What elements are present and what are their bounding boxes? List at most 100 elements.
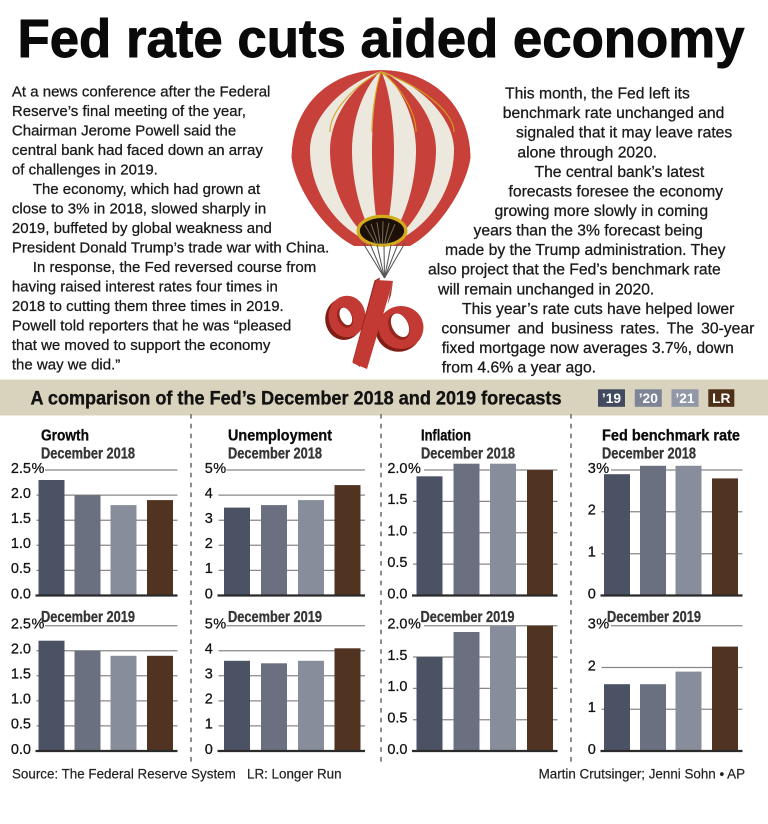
svg-text:5: 5 — [205, 617, 213, 633]
svg-text:1: 1 — [588, 700, 596, 716]
svg-text:2: 2 — [205, 692, 213, 708]
svg-text:0.0: 0.0 — [11, 742, 31, 758]
svg-text:0.0: 0.0 — [11, 586, 31, 602]
svg-text:growing more slowly in coming: growing more slowly in coming — [495, 203, 709, 220]
svg-text:December 2018: December 2018 — [421, 445, 515, 462]
svg-text:The central bank’s latest: The central bank’s latest — [535, 164, 705, 181]
svg-text:1.0: 1.0 — [387, 679, 407, 695]
svg-text:0.5: 0.5 — [387, 710, 407, 726]
svg-text:%: % — [408, 617, 421, 633]
svg-text:1.0: 1.0 — [387, 524, 407, 540]
svg-text:0.5: 0.5 — [11, 561, 31, 577]
svg-text:also project that the Fed’s be: also project that the Fed’s benchmark ra… — [428, 262, 721, 279]
svg-text:Growth: Growth — [41, 427, 89, 444]
svg-text:2.0: 2.0 — [11, 486, 31, 502]
svg-text:Unemployment: Unemployment — [228, 427, 333, 444]
svg-text:%: % — [32, 617, 45, 633]
svg-text:of challenges in 2019.: of challenges in 2019. — [12, 162, 158, 179]
svg-text:December 2019: December 2019 — [228, 609, 322, 626]
svg-text:the way we did.”: the way we did.” — [12, 357, 120, 374]
svg-text:LR: Longer Run: LR: Longer Run — [247, 767, 342, 782]
svg-text:Martin Crutsinger; Jenni Sohn: Martin Crutsinger; Jenni Sohn • AP — [539, 767, 745, 782]
svg-text:3: 3 — [588, 461, 596, 477]
svg-text:forecasts foresee the economy: forecasts foresee the economy — [509, 183, 724, 200]
svg-text:Fed benchmark rate: Fed benchmark rate — [602, 427, 740, 444]
svg-text:1.0: 1.0 — [11, 536, 31, 552]
svg-text:2.5: 2.5 — [11, 461, 31, 477]
svg-text:2.5: 2.5 — [11, 617, 31, 633]
svg-text:December 2018: December 2018 — [602, 445, 696, 462]
svg-text:%: % — [408, 461, 421, 477]
svg-text:4: 4 — [205, 486, 213, 502]
svg-text:This year’s rate cuts have hel: This year’s rate cuts have helped lower — [462, 301, 734, 318]
svg-text:0: 0 — [205, 586, 213, 602]
svg-text:LR: LR — [712, 391, 730, 406]
svg-text:from 4.6% a year ago.: from 4.6% a year ago. — [442, 360, 596, 377]
svg-text:4: 4 — [205, 642, 213, 658]
svg-text:having raised interest rates f: having raised interest rates four times … — [12, 279, 278, 296]
svg-text:3: 3 — [205, 511, 213, 527]
svg-text:1.5: 1.5 — [11, 511, 31, 527]
svg-text:Reserve’s final meeting of the: Reserve’s final meeting of the year, — [12, 103, 246, 120]
svg-text:years than the 3% forecast bei: years than the 3% forecast being — [474, 223, 703, 240]
svg-text:Inflation: Inflation — [421, 427, 471, 444]
svg-text:0.0: 0.0 — [387, 742, 407, 758]
svg-text:Fed rate cuts aided economy: Fed rate cuts aided economy — [18, 9, 745, 69]
svg-text:0.5: 0.5 — [387, 555, 407, 571]
svg-text:%: % — [213, 617, 226, 633]
svg-text:’19: ’19 — [602, 391, 622, 406]
svg-text:December 2019: December 2019 — [421, 609, 515, 626]
svg-text:0.0: 0.0 — [387, 586, 407, 602]
svg-text:2: 2 — [588, 503, 596, 519]
svg-text:will remain unchanged in 2020.: will remain unchanged in 2020. — [437, 281, 654, 298]
svg-text:%: % — [213, 461, 226, 477]
svg-text:At a news conference after the: At a news conference after the Federal — [12, 84, 270, 101]
svg-text:1.5: 1.5 — [387, 492, 407, 508]
svg-text:consumer and business rates. T: consumer and business rates. The 30-year — [441, 320, 754, 337]
svg-text:A comparison of the Fed’s Dece: A comparison of the Fed’s December 2018 … — [31, 387, 562, 409]
svg-text:Powell told reporters that he: Powell told reporters that he was “pleas… — [12, 318, 291, 335]
svg-text:’21: ’21 — [675, 391, 695, 406]
svg-text:close to 3% in 2018, slowed sh: close to 3% in 2018, slowed sharply in — [12, 201, 266, 218]
svg-text:central bank had faced down an: central bank had faced down an array — [12, 142, 263, 159]
svg-text:December 2019: December 2019 — [607, 609, 701, 626]
svg-text:2.0: 2.0 — [11, 642, 31, 658]
svg-text:3: 3 — [205, 667, 213, 683]
svg-text:December 2018: December 2018 — [41, 445, 135, 462]
svg-text:1: 1 — [205, 561, 213, 577]
svg-text:benchmark rate unchanged and: benchmark rate unchanged and — [503, 105, 725, 122]
svg-text:0: 0 — [588, 742, 596, 758]
svg-text:1.0: 1.0 — [11, 692, 31, 708]
svg-text:2: 2 — [588, 658, 596, 674]
svg-text:0.5: 0.5 — [11, 717, 31, 733]
svg-text:President Donald Trump’s trade: President Donald Trump’s trade war with … — [12, 240, 329, 257]
svg-text:December 2018: December 2018 — [228, 445, 322, 462]
svg-text:2.0: 2.0 — [387, 617, 407, 633]
svg-text:made by the Trump administrati: made by the Trump administration. They — [445, 242, 726, 259]
svg-text:fixed mortgage now averages 3.: fixed mortgage now averages 3.7%, down — [442, 340, 734, 357]
svg-text:’20: ’20 — [639, 391, 659, 406]
svg-text:%: % — [596, 461, 609, 477]
svg-text:Chairman Jerome Powell said th: Chairman Jerome Powell said the — [12, 123, 236, 140]
svg-text:2.0: 2.0 — [387, 461, 407, 477]
svg-text:1.5: 1.5 — [387, 648, 407, 664]
svg-text:that we moved to support the e: that we moved to support the economy — [12, 337, 271, 354]
svg-text:2019, buffeted by global weakn: 2019, buffeted by global weakness and — [12, 220, 272, 237]
svg-text:0: 0 — [205, 742, 213, 758]
svg-text:2: 2 — [205, 536, 213, 552]
svg-text:December 2019: December 2019 — [41, 609, 135, 626]
svg-text:%: % — [32, 461, 45, 477]
svg-text:1: 1 — [588, 544, 596, 560]
svg-text:2018 to cutting them three tim: 2018 to cutting them three times in 2019… — [12, 298, 284, 315]
svg-text:Source: The Federal Reserve Sy: Source: The Federal Reserve System — [12, 767, 236, 782]
svg-text:The economy, which had grown a: The economy, which had grown at — [33, 181, 261, 198]
svg-text:This month, the Fed left its: This month, the Fed left its — [505, 86, 690, 103]
svg-text:5: 5 — [205, 461, 213, 477]
svg-text:1: 1 — [205, 717, 213, 733]
svg-text:3: 3 — [588, 617, 596, 633]
svg-text:alone through 2020.: alone through 2020. — [517, 144, 657, 161]
svg-text:signaled that it may leave rat: signaled that it may leave rates — [516, 125, 732, 142]
svg-text:%: % — [596, 617, 609, 633]
svg-text:In response, the Fed reversed: In response, the Fed reversed course fro… — [33, 259, 316, 276]
svg-text:1.5: 1.5 — [11, 667, 31, 683]
